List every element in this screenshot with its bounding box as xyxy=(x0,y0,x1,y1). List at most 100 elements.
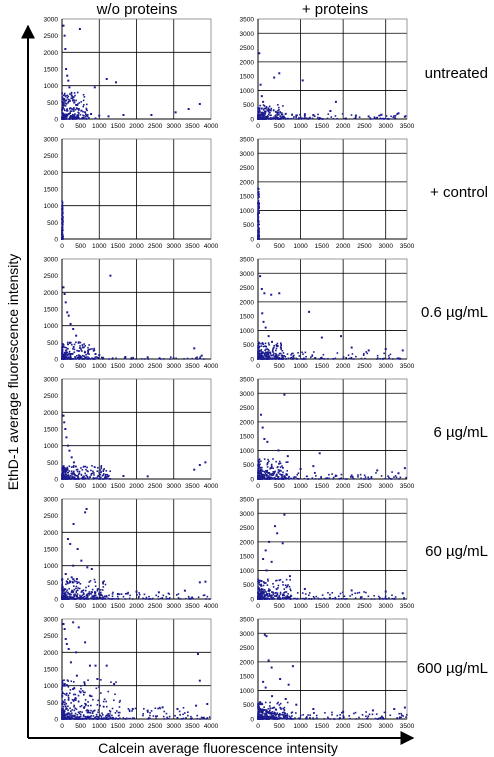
data-point xyxy=(65,352,68,355)
data-point xyxy=(64,48,67,50)
data-point xyxy=(118,711,121,714)
data-point xyxy=(187,711,189,714)
data-point xyxy=(279,115,281,117)
data-point xyxy=(266,594,268,597)
data-point xyxy=(266,471,269,474)
data-point xyxy=(176,708,179,710)
data-point xyxy=(67,471,70,474)
data-point xyxy=(282,105,284,107)
data-point xyxy=(379,716,382,719)
data-point xyxy=(69,323,72,325)
data-point xyxy=(257,465,259,467)
data-point xyxy=(168,593,171,595)
data-point xyxy=(61,234,64,237)
data-point xyxy=(257,216,260,218)
data-point xyxy=(285,586,288,589)
data-point xyxy=(272,467,274,470)
data-point xyxy=(146,709,149,712)
data-point xyxy=(70,716,73,719)
data-point xyxy=(258,588,261,591)
data-point xyxy=(77,473,80,476)
data-point xyxy=(177,593,180,595)
data-point xyxy=(101,594,103,597)
data-point xyxy=(61,212,63,214)
x-tick-label: 1000 xyxy=(92,603,107,610)
y-tick-label: 1000 xyxy=(240,448,255,455)
data-point xyxy=(93,472,95,474)
data-point xyxy=(104,715,107,717)
data-point xyxy=(257,706,259,709)
y-tick-label: 2000 xyxy=(240,539,255,546)
data-point xyxy=(263,706,265,709)
data-point xyxy=(275,357,277,359)
data-point xyxy=(264,714,266,716)
data-point xyxy=(388,118,390,120)
data-point xyxy=(76,714,79,716)
data-point xyxy=(398,717,401,720)
data-point xyxy=(279,706,281,709)
data-point xyxy=(259,466,262,469)
data-point xyxy=(296,592,299,594)
data-point xyxy=(66,679,69,681)
data-point xyxy=(100,476,102,479)
data-point xyxy=(64,705,67,708)
y-tick-label: 0 xyxy=(250,597,254,604)
x-tick-label: 500 xyxy=(75,243,86,250)
data-point xyxy=(341,113,344,115)
data-point xyxy=(265,351,267,354)
x-tick-label: 1500 xyxy=(111,243,126,250)
data-point xyxy=(199,356,202,358)
data-point xyxy=(259,354,262,357)
data-point xyxy=(342,710,345,713)
data-point xyxy=(148,717,151,720)
data-point xyxy=(280,713,282,716)
data-point xyxy=(259,104,261,107)
y-tick-label: 2000 xyxy=(240,419,255,426)
data-point xyxy=(61,204,63,207)
data-point xyxy=(72,717,74,720)
data-point xyxy=(103,580,105,583)
data-point xyxy=(274,712,277,714)
row-label-untreated: untreated xyxy=(425,65,488,82)
data-point xyxy=(268,476,270,479)
data-point xyxy=(272,351,274,353)
data-point xyxy=(388,357,391,359)
data-point xyxy=(65,598,67,600)
data-point xyxy=(167,597,169,600)
data-point xyxy=(61,478,63,480)
data-point xyxy=(155,594,158,597)
data-point xyxy=(341,591,344,594)
data-point xyxy=(335,475,338,477)
data-point xyxy=(77,350,80,352)
data-point xyxy=(73,699,75,701)
data-point xyxy=(257,107,259,110)
data-point xyxy=(81,689,84,692)
data-point xyxy=(258,715,261,718)
data-point xyxy=(152,715,155,717)
data-point xyxy=(393,476,395,478)
data-point xyxy=(382,598,384,600)
data-point xyxy=(257,210,260,212)
data-point xyxy=(260,358,262,360)
data-point xyxy=(263,358,266,360)
data-point xyxy=(271,340,274,343)
data-point xyxy=(312,708,315,710)
data-point xyxy=(272,592,275,594)
data-point xyxy=(162,715,165,718)
data-point xyxy=(331,711,333,714)
data-point xyxy=(405,476,407,479)
data-point xyxy=(147,718,149,720)
y-tick-label: 3000 xyxy=(44,137,59,144)
data-point xyxy=(272,117,275,120)
data-point xyxy=(130,357,133,359)
data-point xyxy=(69,112,71,114)
data-point xyxy=(257,194,260,197)
data-point xyxy=(77,341,80,344)
data-point xyxy=(265,715,268,717)
data-point xyxy=(291,113,294,116)
data-point xyxy=(95,687,98,690)
data-point xyxy=(99,478,101,480)
data-point xyxy=(281,113,284,116)
data-point xyxy=(79,118,81,120)
data-point xyxy=(66,597,69,599)
